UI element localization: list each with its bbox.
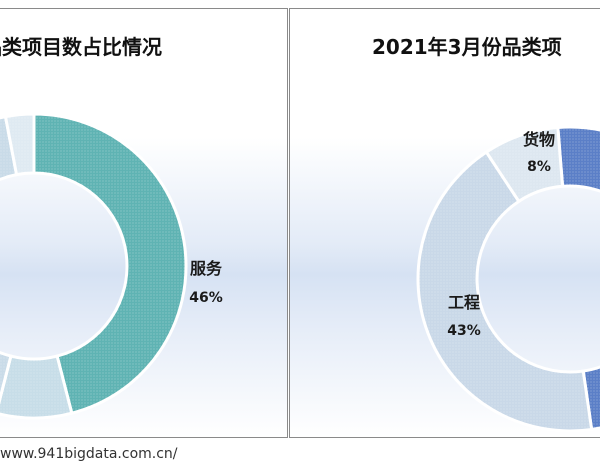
right-chart-panel: 2021年3月份品类项 工程 43% 货物 8%: [289, 8, 600, 438]
slice-label: 货物: [523, 130, 555, 149]
slice-label: 服务: [190, 259, 223, 278]
donut-slice-texture: [557, 127, 600, 430]
right-donut-chart: 工程 43% 货物 8%: [416, 125, 600, 433]
right-chart-title: 2021年3月份品类项: [372, 35, 562, 59]
slice-value-label: 8%: [527, 159, 551, 175]
left-chart-panel: 品类项目数占比情况 服务 46%: [0, 8, 288, 438]
slice-label: 工程: [448, 293, 480, 312]
donut-slice-texture: [5, 114, 35, 175]
donut-slice-texture: [34, 114, 186, 414]
slice-value-label: 46%: [189, 290, 223, 306]
donut-slice-texture: [486, 127, 563, 202]
donut-slice-texture: [418, 152, 592, 431]
slice-value-label: 43%: [447, 323, 481, 339]
left-donut-chart: 服务 46%: [0, 112, 223, 420]
source-url: www.941bigdata.com.cn/: [0, 446, 178, 462]
donut-slice-texture: [0, 356, 72, 419]
donut-slice-texture: [0, 116, 17, 399]
left-chart-title: 品类项目数占比情况: [0, 35, 162, 59]
